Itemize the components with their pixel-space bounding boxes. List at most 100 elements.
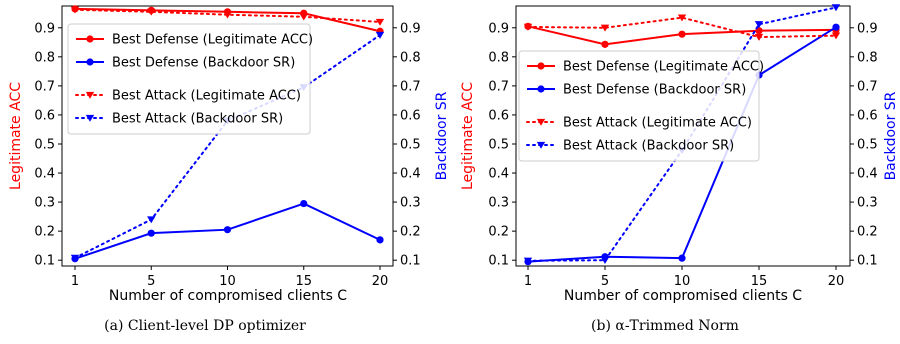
legend-label-def-acc: Best Defense (Legitimate ACC): [563, 60, 764, 75]
data-point-att-acc: [375, 18, 385, 26]
y-tick-label-right: 0.8: [400, 50, 421, 65]
plot-frame: [515, 5, 851, 267]
y-tick-label-left: 0.8: [34, 50, 55, 65]
data-point-att-acc: [147, 8, 156, 16]
data-point-def-acc: [601, 40, 609, 48]
legend-marker-def-sr: [537, 85, 545, 93]
data-point-def-acc: [678, 30, 686, 38]
legend-marker-att-sr: [536, 141, 546, 149]
y-tick-label-right: 0.9: [400, 21, 421, 36]
data-point-att-acc: [70, 6, 80, 14]
y-tick-label-right: 0.9: [857, 21, 878, 36]
legend-marker-def-acc: [86, 35, 94, 43]
y-tick-label-left: 0.6: [488, 108, 509, 123]
data-point-def-sr: [147, 229, 155, 237]
x-axis-label: Number of compromised clients C: [109, 288, 347, 304]
y-tick-label-right: 0.2: [400, 225, 421, 240]
figure-caption: (b) α-Trimmed Norm: [591, 318, 739, 334]
legend-label-att-sr: Best Attack (Backdoor SR): [563, 139, 734, 154]
data-point-att-acc: [299, 13, 308, 21]
series-def-sr: [71, 199, 384, 263]
y-tick-label-left: 0.2: [488, 225, 509, 240]
data-point-def-sr: [223, 226, 232, 234]
chart-panel-2: 0.1 0.1 0.2 0.2 0.3 0.3 0.4 0.4 0.5 0.5 0.6 0.6 0.7 0…: [460, 4, 899, 334]
series-line-att-acc: [527, 16, 837, 39]
data-point-att-acc: [600, 24, 610, 32]
data-point-att-acc: [223, 11, 232, 19]
y-tick-label-right: 0.8: [857, 50, 878, 65]
y-axis-label-right: Backdoor SR: [883, 91, 899, 180]
legend-marker-def-acc: [537, 62, 545, 70]
data-point-att-sr: [600, 257, 610, 264]
data-point-att-acc: [677, 14, 687, 22]
legend-label-def-sr: Best Defense (Backdoor SR): [563, 83, 746, 98]
y-tick-label-left: 0.1: [488, 254, 509, 269]
y-tick-label-right: 0.6: [400, 108, 421, 123]
legend: Best Defense (Legitimate ACC) Best Defens…: [67, 23, 313, 135]
x-tick-label: 5: [601, 274, 609, 289]
data-point-att-acc: [831, 32, 841, 40]
y-tick-label-right: 0.5: [400, 137, 421, 152]
y-tick-label-left: 0.1: [34, 254, 55, 269]
series-att-acc: [523, 14, 841, 41]
y-tick-label-left: 0.6: [34, 108, 55, 123]
y-axis-label-right: Backdoor SR: [434, 91, 450, 180]
y-tick-label-right: 0.4: [400, 167, 421, 182]
y-tick-label-right: 0.1: [400, 254, 421, 269]
data-point-def-sr: [678, 254, 686, 262]
legend-label-def-acc: Best Defense (Legitimate ACC): [112, 33, 313, 48]
series-att-acc: [70, 6, 385, 26]
chart-panel-1: 0.1 0.1 0.2 0.2 0.3 0.3 0.4 0.4 0.5 0.5 0.6 0.6 0.7 0…: [8, 5, 450, 334]
y-tick-label-left: 0.3: [34, 196, 55, 211]
legend-label-att-acc: Best Attack (Legitimate ACC): [563, 116, 752, 131]
y-tick-label-left: 0.7: [34, 79, 55, 94]
data-point-def-sr: [300, 199, 308, 208]
x-tick-label: 10: [674, 274, 691, 289]
y-tick-label-left: 0.9: [488, 21, 509, 36]
y-tick-label-left: 0.5: [34, 137, 55, 152]
data-point-att-sr: [375, 31, 385, 39]
legend-marker-att-acc: [85, 91, 95, 99]
y-tick-label-left: 0.3: [488, 196, 509, 211]
legend-marker-att-acc: [536, 118, 546, 126]
x-tick-label: 15: [751, 274, 768, 289]
y-axis-label-left: Legitimate ACC: [460, 82, 476, 190]
data-point-def-sr: [376, 236, 384, 244]
x-tick-label: 15: [295, 274, 312, 289]
y-tick-label-right: 0.6: [857, 108, 878, 123]
legend-label-att-acc: Best Attack (Legitimate ACC): [112, 89, 301, 104]
data-point-att-sr: [754, 21, 764, 29]
y-tick-label-left: 0.7: [488, 79, 509, 94]
data-point-def-sr: [832, 23, 840, 31]
y-tick-label-left: 0.4: [488, 167, 509, 182]
data-point-att-sr: [70, 254, 80, 262]
x-tick-label: 20: [372, 274, 389, 289]
legend-marker-def-sr: [86, 58, 94, 66]
legend: Best Defense (Legitimate ACC) Best Defens…: [518, 50, 764, 162]
y-tick-label-right: 0.7: [857, 79, 878, 94]
legend-marker-att-sr: [85, 114, 95, 122]
y-tick-label-right: 0.1: [857, 254, 878, 269]
x-tick-label: 5: [147, 274, 155, 289]
legend-box: [518, 50, 760, 162]
y-tick-label-right: 0.4: [857, 167, 878, 182]
x-tick-label: 1: [524, 274, 532, 289]
x-tick-label: 20: [828, 274, 845, 289]
y-tick-label-right: 0.5: [857, 137, 878, 152]
y-axis-label-left: Legitimate ACC: [8, 82, 24, 190]
data-point-att-sr: [831, 4, 841, 12]
y-tick-label-left: 0.9: [34, 21, 55, 36]
y-tick-label-left: 0.5: [488, 137, 509, 152]
data-point-att-sr: [523, 257, 533, 265]
data-point-att-sr: [147, 216, 156, 224]
y-tick-label-right: 0.7: [400, 79, 421, 94]
x-axis-label: Number of compromised clients C: [564, 288, 802, 304]
y-tick-label-right: 0.2: [857, 225, 878, 240]
y-tick-label-right: 0.3: [400, 196, 421, 211]
legend-box: [67, 23, 311, 135]
y-tick-label-left: 0.2: [34, 225, 55, 240]
figure-caption: (a) Client-level DP optimizer: [104, 318, 306, 334]
y-tick-label-right: 0.3: [857, 196, 878, 211]
x-tick-label: 1: [71, 274, 79, 289]
